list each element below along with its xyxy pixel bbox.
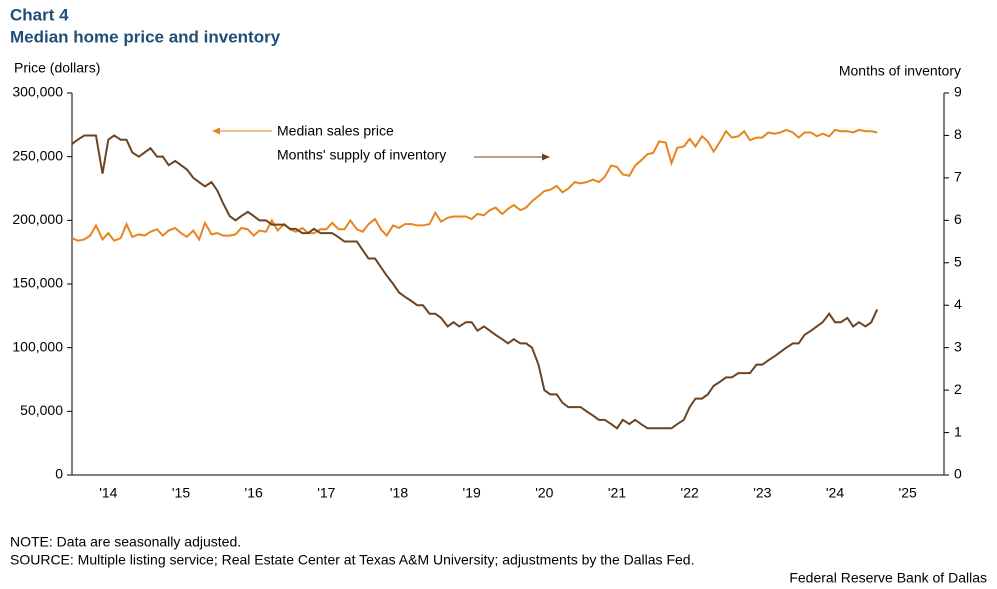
y2-tick-label: 5 — [954, 253, 962, 269]
legend-arrowhead — [212, 127, 220, 135]
y-tick-label: 150,000 — [12, 275, 63, 291]
chart-title: Chart 4 — [10, 5, 69, 24]
x-tick-label: '16 — [245, 485, 263, 501]
y-tick-label: 0 — [55, 466, 63, 482]
source: SOURCE: Multiple listing service; Real E… — [10, 552, 694, 568]
x-tick-label: '20 — [535, 485, 553, 501]
line-series — [71, 134, 879, 430]
x-tick-label: '21 — [608, 485, 626, 501]
x-tick-label: '23 — [753, 485, 771, 501]
y2-tick-label: 1 — [954, 423, 962, 439]
y2-axis-label: Months of inventory — [839, 63, 961, 79]
y-tick-label: 300,000 — [12, 84, 63, 100]
y2-tick-label: 6 — [954, 211, 962, 227]
y-axis-label: Price (dollars) — [14, 60, 100, 76]
note: NOTE: Data are seasonally adjusted. — [10, 534, 241, 550]
y-tick-label: 50,000 — [20, 402, 63, 418]
x-tick-label: '18 — [390, 485, 408, 501]
legend-label: Months' supply of inventory — [277, 147, 446, 163]
line-series — [71, 128, 878, 242]
legend-label: Median sales price — [277, 123, 394, 139]
y2-tick-label: 9 — [954, 84, 962, 100]
credit: Federal Reserve Bank of Dallas — [789, 570, 987, 586]
x-tick-label: '17 — [317, 485, 335, 501]
y2-tick-label: 0 — [954, 466, 962, 482]
y2-tick-label: 2 — [954, 381, 962, 397]
y2-tick-label: 8 — [954, 126, 962, 142]
y2-tick-label: 3 — [954, 338, 962, 354]
legend-arrowhead — [542, 153, 550, 161]
x-tick-label: '22 — [681, 485, 699, 501]
y2-tick-label: 7 — [954, 169, 962, 185]
x-tick-label: '14 — [99, 485, 117, 501]
y-tick-label: 200,000 — [12, 211, 63, 227]
chart-subtitle: Median home price and inventory — [10, 27, 281, 46]
x-tick-label: '15 — [172, 485, 190, 501]
y-tick-label: 250,000 — [12, 147, 63, 163]
x-tick-label: '19 — [463, 485, 481, 501]
x-tick-label: '25 — [899, 485, 917, 501]
y-tick-label: 100,000 — [12, 338, 63, 354]
x-tick-label: '24 — [826, 485, 844, 501]
y2-tick-label: 4 — [954, 296, 962, 312]
